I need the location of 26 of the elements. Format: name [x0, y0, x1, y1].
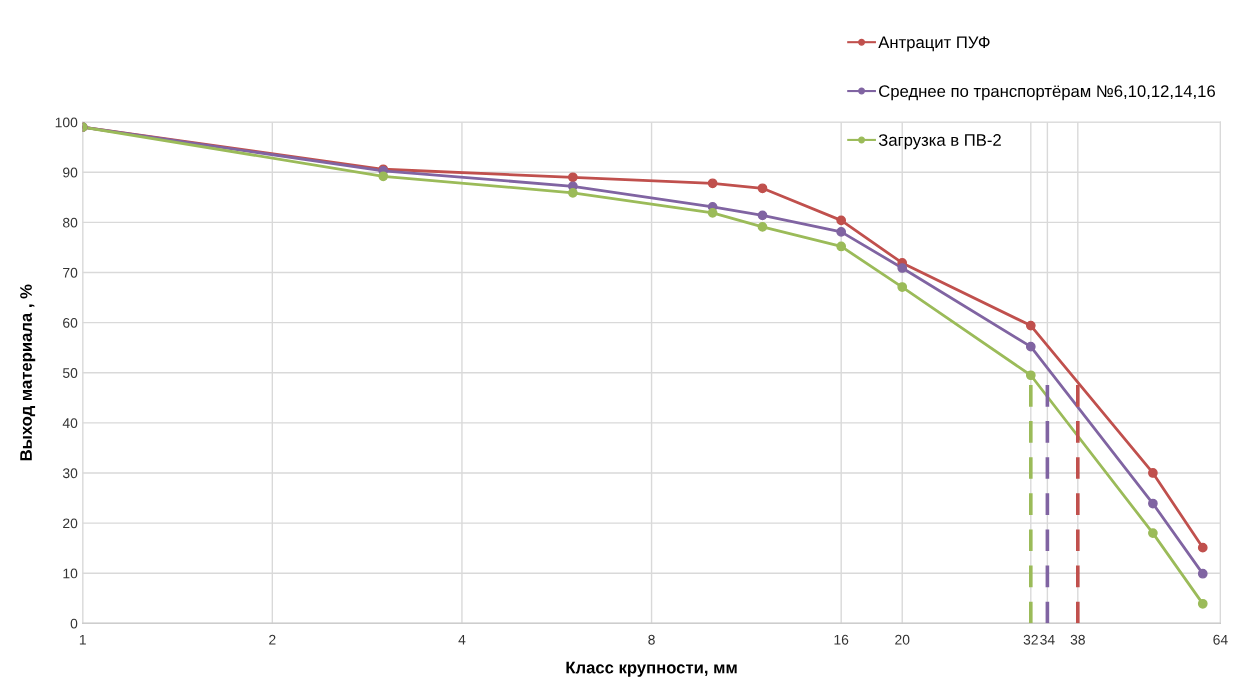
y-tick-label: 50 [62, 368, 78, 378]
y-axis-title: Выход материала , % [20, 284, 36, 461]
x-tick-label: 64 [1213, 634, 1228, 645]
x-tick-label: 32 [1023, 634, 1038, 645]
x-tick-label: 16 [834, 634, 849, 645]
y-tick-label: 90 [63, 167, 78, 178]
x-tick-label: 20 [895, 634, 910, 645]
x-tick-label: 34 [1040, 634, 1055, 645]
legend-label: Загрузка в ПВ-2 [878, 134, 1001, 150]
x-axis-title: Класс крупности, мм [566, 661, 737, 677]
legend-label: Среднее по транспортёрам №6,10,12,14,16 [879, 85, 1215, 101]
x-tick-label: 1 [79, 634, 86, 645]
legend-label: Антрацит ПУФ [878, 36, 990, 52]
y-tick-label: 40 [62, 418, 78, 429]
x-tick-label: 8 [648, 634, 655, 645]
y-tick-label: 80 [62, 217, 78, 228]
x-tick-label: 38 [1070, 634, 1085, 645]
y-tick-label: 20 [63, 518, 78, 529]
y-tick-label: 60 [63, 317, 78, 328]
x-tick-label: 4 [458, 634, 466, 645]
y-tick-label: 0 [70, 618, 78, 629]
y-tick-label: 10 [63, 568, 78, 579]
y-tick-label: 100 [55, 117, 78, 128]
x-tick-label: 2 [269, 634, 276, 645]
y-tick-label: 70 [63, 267, 78, 278]
y-tick-label: 30 [62, 468, 78, 479]
